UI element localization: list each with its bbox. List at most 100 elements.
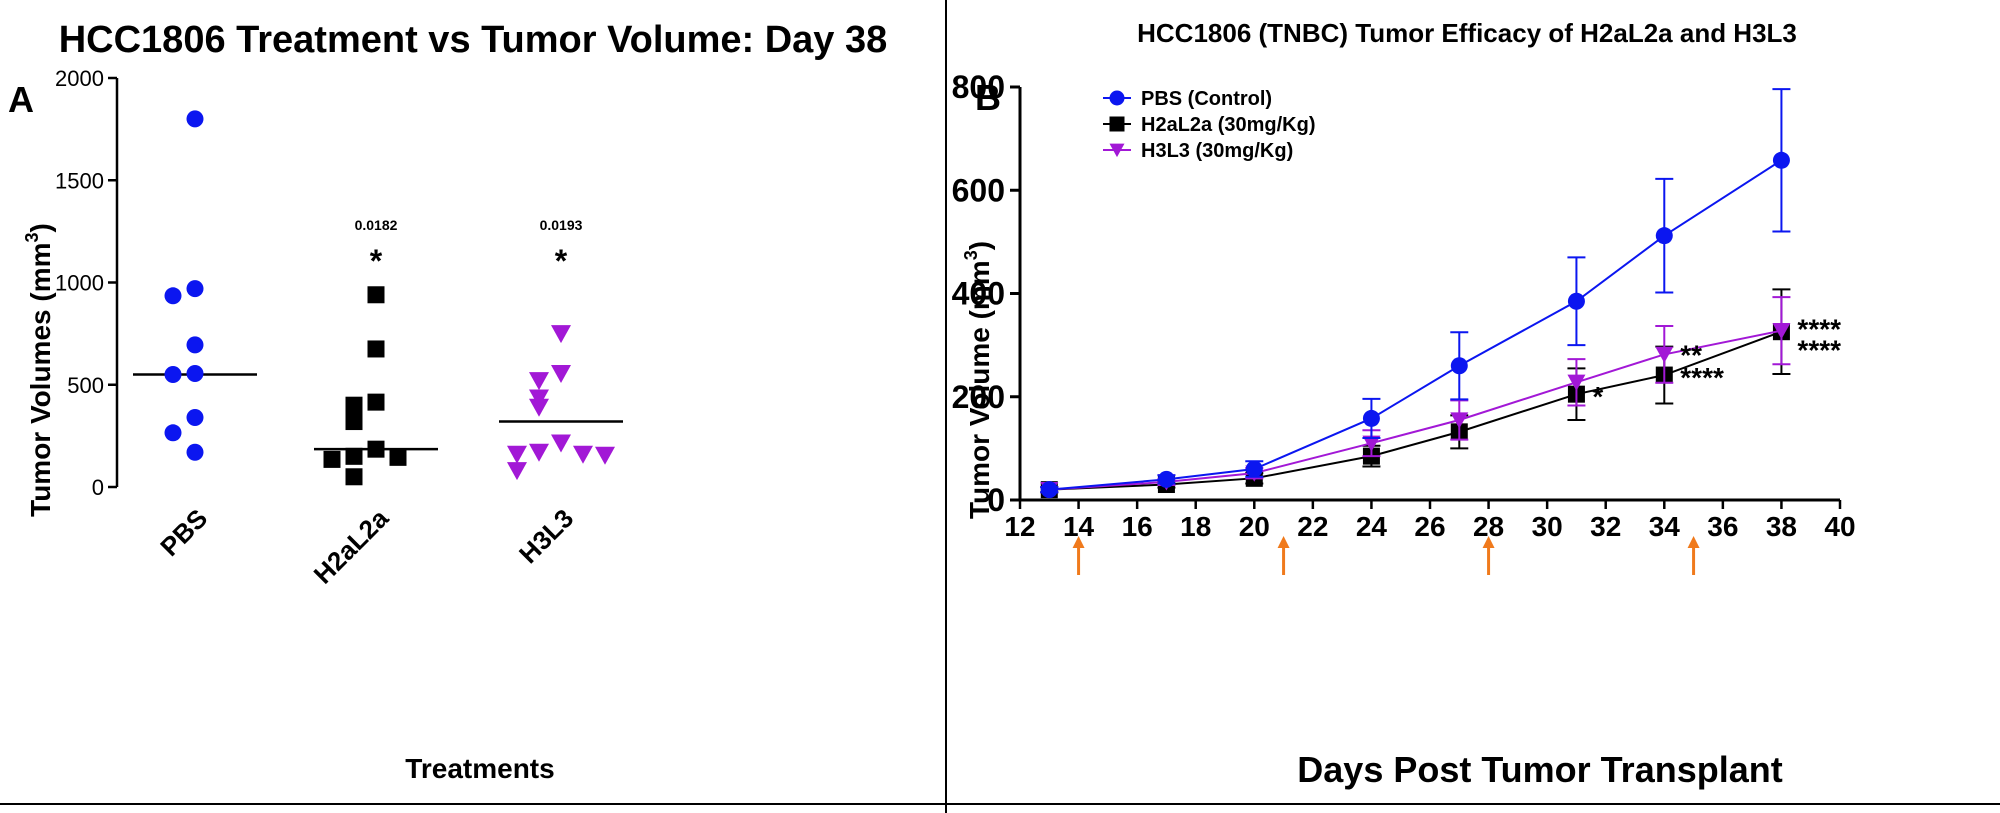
panel-a-y-axis-label-close: ) xyxy=(25,223,56,232)
panel-a-data-point xyxy=(551,365,571,384)
data-point xyxy=(1655,346,1674,363)
data-point xyxy=(1157,470,1175,488)
panel-b-series-pbs xyxy=(1040,88,1791,499)
significance-annotation: * xyxy=(1592,381,1603,412)
legend-label: PBS (Control) xyxy=(1141,88,1272,110)
panel-a-data-point xyxy=(367,393,385,411)
panel-a-p-value: 0.0182 xyxy=(355,217,398,233)
panel-a-x-tick-label: PBS xyxy=(154,503,213,562)
panel-a-y-axis-label-text: Tumor Volumes (mm xyxy=(25,243,56,517)
treatment-arrow-head xyxy=(1687,536,1700,548)
panel-a-data-point xyxy=(186,443,204,461)
panel-a-chart: HCC1806 Treatment vs Tumor Volume: Day 3… xyxy=(8,19,887,784)
panel-a-data-point xyxy=(551,434,571,453)
panel-a-data-point xyxy=(367,286,385,304)
panel-a-data-point xyxy=(573,445,593,464)
panel-b-y-tick-label: 800 xyxy=(952,69,1005,105)
panel-a-data-point xyxy=(345,447,363,465)
panel-b-legend: PBS (Control) H2aL2a (30mg/Kg) H3L3 (30mg/… xyxy=(1103,88,1316,162)
panel-a-bottom-border xyxy=(0,803,946,805)
panel-b-annotations: *************** xyxy=(1592,314,1841,412)
data-point xyxy=(1040,481,1058,499)
data-point xyxy=(1245,460,1263,478)
panel-a-letter: A xyxy=(8,79,34,120)
data-point xyxy=(1655,227,1673,245)
data-point xyxy=(1450,357,1468,375)
panel-a-data-point xyxy=(529,398,549,417)
panel-a-points xyxy=(164,110,615,486)
panel-a-data-point xyxy=(345,468,363,486)
panel-b-y-axis-label-superscript: 3 xyxy=(961,250,981,260)
legend-marker xyxy=(1109,143,1125,158)
treatment-arrow-head xyxy=(1482,536,1495,548)
panel-a-data-point xyxy=(529,389,549,408)
panel-b-series-h3l3 xyxy=(1040,296,1791,499)
panel-b-bottom-border xyxy=(945,803,2000,805)
treatment-arrow-head xyxy=(1277,536,1290,548)
treatment-arrow xyxy=(1072,536,1085,575)
data-point xyxy=(1567,374,1586,391)
panel-a-data-point xyxy=(529,443,549,462)
data-point xyxy=(1450,412,1469,429)
panel-a-data-point xyxy=(164,366,182,384)
legend-label: H3L3 (30mg/Kg) xyxy=(1141,140,1293,162)
panel-b-x-tick-label: 22 xyxy=(1297,511,1328,542)
panel-a-data-point xyxy=(595,446,615,465)
panel-b-series-h2al2a xyxy=(1040,288,1791,499)
panel-a-data-point xyxy=(186,110,204,128)
panel-b-x-tick-label: 20 xyxy=(1239,511,1270,542)
panel-b-letter: B xyxy=(975,77,1001,118)
panel-a-y-tick-label: 0 xyxy=(92,475,104,500)
data-point xyxy=(1567,292,1585,310)
panel-a-significance-star: * xyxy=(555,243,568,279)
panel-b-x-tick-label: 24 xyxy=(1356,511,1388,542)
panel-a-y-tick-label: 500 xyxy=(67,373,104,398)
panel-a-data-point xyxy=(551,325,571,344)
panel-a-data-point xyxy=(367,440,385,458)
data-point xyxy=(1362,409,1380,427)
series-line xyxy=(1049,329,1782,491)
panel-a-data-point xyxy=(389,448,407,466)
panel-b-x-tick-label: 12 xyxy=(1004,511,1035,542)
panel-b-y-tick-label: 200 xyxy=(952,379,1005,415)
panel-a-y-tick-label: 2000 xyxy=(55,66,104,91)
panel-a-y-axis-label-superscript: 3 xyxy=(22,232,42,242)
panel-a-data-point xyxy=(323,450,341,468)
panel-b-y-axis-label-text: Tumor Volume (mm xyxy=(964,260,995,519)
legend-label: H2aL2a (30mg/Kg) xyxy=(1141,114,1316,136)
panel-b-x-tick-label: 36 xyxy=(1707,511,1738,542)
legend-marker xyxy=(1109,90,1125,106)
panel-b-y-axis-label-close: ) xyxy=(964,241,995,250)
panel-a-p-value: 0.0193 xyxy=(540,217,583,233)
panel-b-title: HCC1806 (TNBC) Tumor Efficacy of H2aL2a … xyxy=(1137,18,1797,48)
panel-b-x-tick-label: 16 xyxy=(1122,511,1153,542)
panel-b-y-tick-label: 0 xyxy=(987,482,1005,518)
panel-a-data-point xyxy=(507,445,527,464)
panel-a-y-axis-label: Tumor Volumes (mm3) xyxy=(22,223,56,517)
panel-b-treatment-arrows xyxy=(1072,536,1700,575)
data-point xyxy=(1772,323,1791,340)
panel-a-data-point xyxy=(186,280,204,298)
panel-a-y-tick-label: 1500 xyxy=(55,168,104,193)
panel-a-x-tick-label: H2aL2a xyxy=(308,503,395,590)
panel-b-x-tick-label: 32 xyxy=(1590,511,1621,542)
panel-b-y-tick-label: 400 xyxy=(952,276,1005,312)
treatment-arrow-head xyxy=(1072,536,1085,548)
panel-a-annotations: 0.0182 * 0.0193 * xyxy=(355,217,583,279)
panel-b-x-tick-label: 30 xyxy=(1532,511,1563,542)
significance-annotation: **** xyxy=(1797,314,1841,345)
panel-a-medians xyxy=(133,373,623,451)
panel-a-data-point xyxy=(529,372,549,391)
panel-b-series xyxy=(1040,88,1791,499)
panel-a-data-point xyxy=(186,336,204,354)
panel-a-data-point xyxy=(186,365,204,383)
panel-a-data-point xyxy=(164,424,182,442)
panel-a-data-point xyxy=(507,462,527,481)
panel-a-significance-star: * xyxy=(370,243,383,279)
significance-annotation: **** xyxy=(1680,362,1724,393)
significance-annotation: ** xyxy=(1680,339,1702,370)
panel-b-x-tick-label: 40 xyxy=(1824,511,1855,542)
panel-a-data-point xyxy=(345,396,363,414)
panel-a-data-point xyxy=(164,287,182,305)
panel-b-chart: HCC1806 (TNBC) Tumor Efficacy of H2aL2a … xyxy=(952,18,1856,790)
